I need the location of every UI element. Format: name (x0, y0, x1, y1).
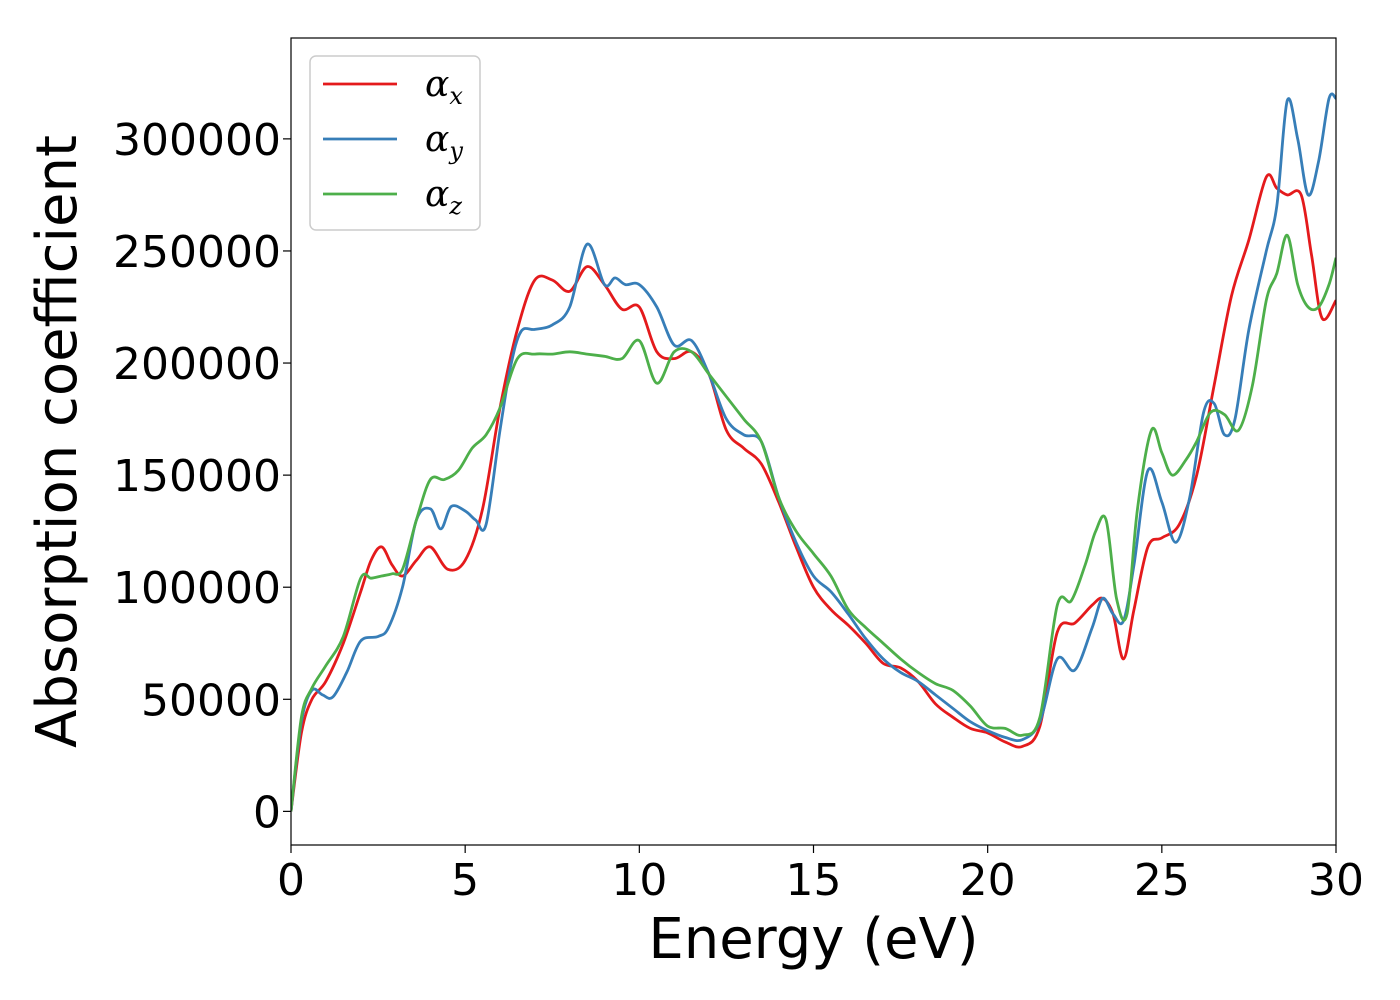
x-tick-label: 0 (277, 855, 305, 906)
series-lines (291, 92, 1336, 812)
legend-label-x: αx (425, 64, 463, 110)
x-tick-label: 25 (1134, 855, 1190, 906)
legend-subscript: x (449, 82, 463, 110)
y-tick-label: 150000 (113, 451, 281, 502)
legend-subscript: z (448, 192, 462, 220)
series-line-x (291, 173, 1336, 812)
series-line-z (291, 233, 1336, 812)
x-tick-label: 15 (786, 855, 842, 906)
y-tick-label: 100000 (113, 563, 281, 614)
legend-symbol: α (425, 64, 449, 105)
legend-label-z: αz (425, 174, 462, 220)
legend-symbol: α (425, 174, 449, 215)
y-tick-label: 0 (253, 787, 281, 838)
plot-frame (290, 37, 1337, 846)
legend-symbol: α (425, 119, 449, 160)
y-tick-label: 300000 (113, 115, 281, 166)
x-axis-title: Energy (eV) (648, 907, 978, 972)
y-axis-title: Absorption coefficient (25, 135, 90, 748)
y-tick-label: 200000 (113, 339, 281, 390)
y-tick-label: 250000 (113, 227, 281, 278)
series-line-y (291, 92, 1336, 812)
y-tick-label: 50000 (141, 675, 281, 726)
y-axis-ticks: 0 50000 100000 150000 200000 250000 300000 (113, 115, 291, 838)
x-axis-ticks: 0 5 10 15 20 25 30 (277, 845, 1364, 906)
x-tick-label: 30 (1308, 855, 1364, 906)
x-tick-label: 20 (960, 855, 1016, 906)
legend-subscript: y (448, 137, 463, 165)
legend-label-y: αy (425, 119, 463, 165)
x-tick-label: 10 (611, 855, 667, 906)
x-tick-label: 5 (451, 855, 479, 906)
legend-box (309, 55, 481, 231)
